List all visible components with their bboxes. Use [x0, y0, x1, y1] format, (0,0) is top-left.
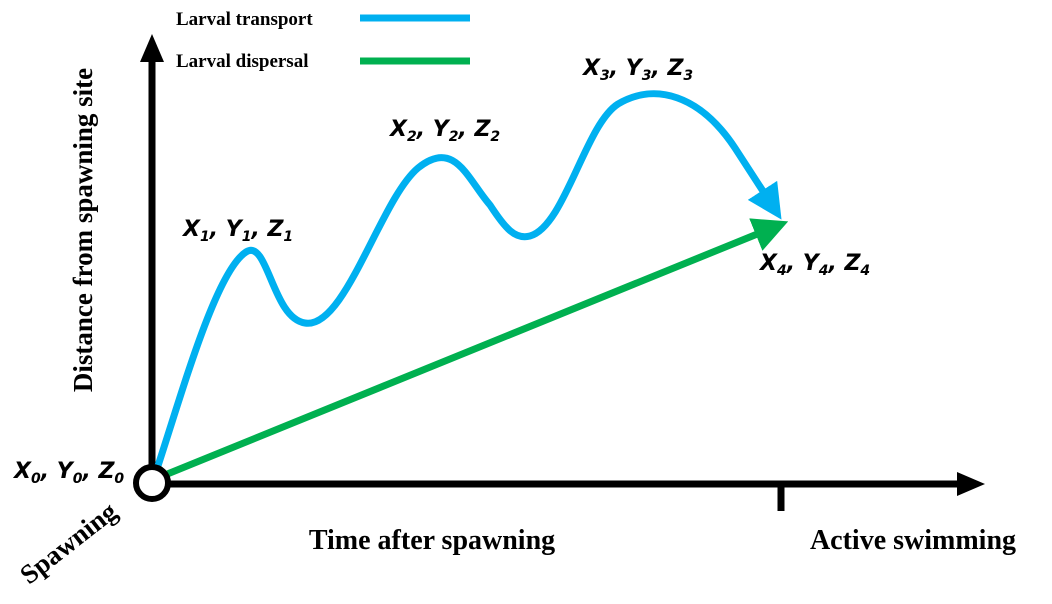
point-label-3: X3, Y3, Z3 [581, 56, 693, 84]
x-axis-arrowhead [957, 472, 985, 496]
spawning-origin-circle [133, 464, 171, 502]
x-axis-label: Time after spawning [309, 525, 555, 556]
y-axis-arrowhead [140, 34, 164, 62]
point-label-2: X2, Y2, Z2 [388, 117, 500, 145]
legend-dispersal-label: Larval dispersal [176, 51, 308, 72]
point-label-0: X0, Y0, Z0 [12, 459, 124, 487]
active-swimming-label: Active swimming [810, 525, 1016, 556]
point-label-4: X4, Y4, Z4 [758, 251, 870, 279]
larval-dispersal-line [156, 218, 789, 481]
y-axis-label: Distance from spawning site [68, 68, 98, 392]
origin-label: Spawning [14, 496, 123, 590]
legend-transport-label: Larval transport [176, 9, 313, 30]
larval-transport-curve [151, 90, 782, 479]
point-label-1: X1, Y1, Z1 [181, 217, 293, 245]
